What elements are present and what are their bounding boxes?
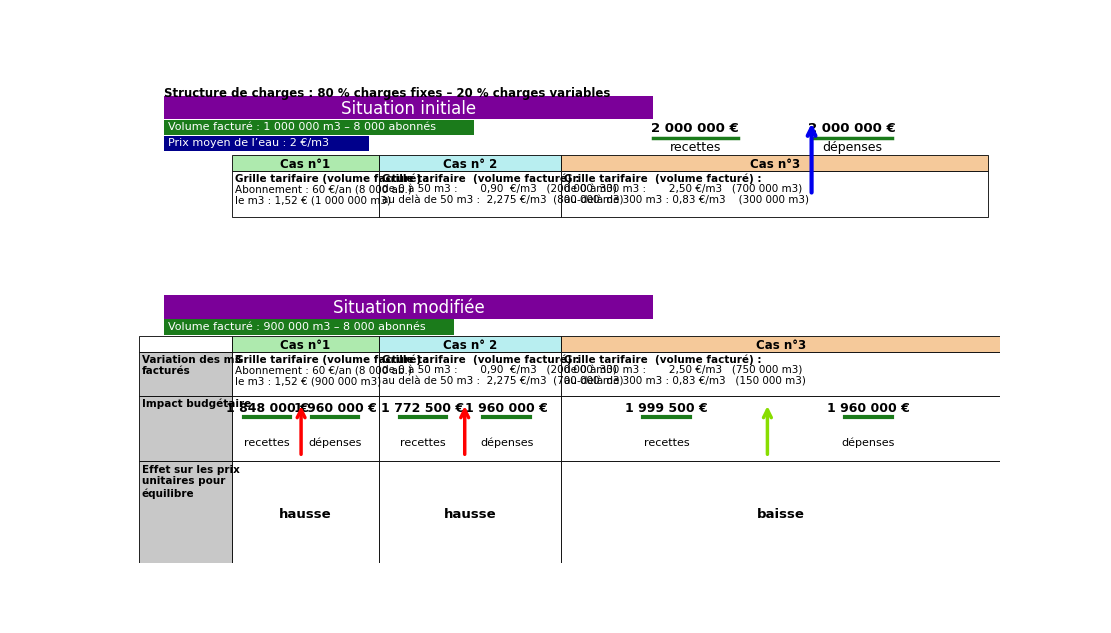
Bar <box>379 171 561 217</box>
Bar <box>139 351 232 396</box>
Text: Structure de charges : 80 % charges fixes – 20 % charges variables: Structure de charges : 80 % charges fixe… <box>163 87 610 100</box>
Text: 1 772 500 €: 1 772 500 € <box>381 402 464 415</box>
Bar <box>232 396 379 461</box>
Bar <box>232 155 379 171</box>
Bar <box>232 461 379 563</box>
Text: recettes: recettes <box>670 141 721 154</box>
Text: Volume facturé : 1 000 000 m3 – 8 000 abonnés: Volume facturé : 1 000 000 m3 – 8 000 ab… <box>168 122 436 132</box>
Text: Impact budgétaire: Impact budgétaire <box>142 399 251 409</box>
Bar <box>561 171 989 217</box>
Text: Abonnement : 60 €/an (8 000 ab.): Abonnement : 60 €/an (8 000 ab.) <box>234 365 412 375</box>
Text: le m3 : 1,52 € (900 000 m3): le m3 : 1,52 € (900 000 m3) <box>234 376 381 386</box>
Bar <box>232 351 379 396</box>
Text: baisse: baisse <box>757 508 804 520</box>
Text: dépenses: dépenses <box>842 438 895 448</box>
Bar <box>561 351 1000 396</box>
Text: Effet sur les prix
unitaires pour
équilibre: Effet sur les prix unitaires pour équili… <box>142 465 240 499</box>
Text: recettes: recettes <box>244 438 290 448</box>
Bar <box>561 336 1000 351</box>
Bar <box>379 351 561 396</box>
Text: Cas n°3: Cas n°3 <box>750 158 800 172</box>
Text: 1 960 000 €: 1 960 000 € <box>466 402 548 415</box>
Text: de 0 à 300 m3 :       2,50 €/m3   (750 000 m3): de 0 à 300 m3 : 2,50 €/m3 (750 000 m3) <box>564 365 803 375</box>
Bar <box>139 461 232 563</box>
Bar <box>163 296 653 318</box>
Text: Grille tarifaire (volume facturé) :: Grille tarifaire (volume facturé) : <box>234 354 429 365</box>
Text: Grille tarifaire  (volume facturé) :: Grille tarifaire (volume facturé) : <box>564 173 762 184</box>
Text: de 0 à 50 m3 :       0,90  €/m3   (200 000 m3): de 0 à 50 m3 : 0,90 €/m3 (200 000 m3) <box>382 185 617 194</box>
Text: au delà de 50 m3 :  2,275 €/m3  (700 000 m3): au delà de 50 m3 : 2,275 €/m3 (700 000 m… <box>382 376 623 386</box>
Text: 1 960 000 €: 1 960 000 € <box>293 402 377 415</box>
Text: Volume facturé : 900 000 m3 – 8 000 abonnés: Volume facturé : 900 000 m3 – 8 000 abon… <box>168 322 426 332</box>
Text: Cas n°1: Cas n°1 <box>280 339 331 353</box>
Text: Grille tarifaire (volume facturé) :: Grille tarifaire (volume facturé) : <box>234 173 429 184</box>
Text: 1 848 000 €: 1 848 000 € <box>226 402 309 415</box>
Bar <box>379 336 561 351</box>
Text: Prix moyen de l’eau : 2 €/m3: Prix moyen de l’eau : 2 €/m3 <box>168 139 329 148</box>
Bar <box>379 155 561 171</box>
Bar <box>561 396 1000 461</box>
Text: Cas n° 2: Cas n° 2 <box>443 339 498 353</box>
Bar <box>163 96 653 119</box>
Text: 1 960 000 €: 1 960 000 € <box>827 402 910 415</box>
Text: Cas n°1: Cas n°1 <box>280 158 331 172</box>
Text: 2 000 000 €: 2 000 000 € <box>808 122 895 135</box>
Bar <box>139 336 232 351</box>
Text: recettes: recettes <box>400 438 446 448</box>
Text: 2 000 000 €: 2 000 000 € <box>651 122 739 135</box>
Bar <box>232 336 379 351</box>
Text: le m3 : 1,52 € (1 000 000 m3): le m3 : 1,52 € (1 000 000 m3) <box>234 196 391 205</box>
Text: Grille tarifaire  (volume facturé) :: Grille tarifaire (volume facturé) : <box>382 173 580 184</box>
Text: hausse: hausse <box>444 508 497 520</box>
Bar <box>379 396 561 461</box>
Text: de 0 à 50 m3 :       0,90  €/m3   (200 000 m3): de 0 à 50 m3 : 0,90 €/m3 (200 000 m3) <box>382 365 617 375</box>
Bar <box>561 155 989 171</box>
Bar <box>379 461 561 563</box>
Bar <box>163 319 454 335</box>
Text: Variation des m3
facturés: Variation des m3 facturés <box>142 354 242 376</box>
Text: au-delà de 300 m3 : 0,83 €/m3    (300 000 m3): au-delà de 300 m3 : 0,83 €/m3 (300 000 m… <box>564 196 809 205</box>
Text: Situation initiale: Situation initiale <box>341 100 477 118</box>
Text: dépenses: dépenses <box>822 141 882 154</box>
Bar <box>139 396 232 461</box>
Text: Cas n°3: Cas n°3 <box>755 339 805 353</box>
Text: au-delà de 300 m3 : 0,83 €/m3   (150 000 m3): au-delà de 300 m3 : 0,83 €/m3 (150 000 m… <box>564 376 807 386</box>
Bar <box>561 461 1000 563</box>
Text: au delà de 50 m3 :  2,275 €/m3  (800 000 m3): au delà de 50 m3 : 2,275 €/m3 (800 000 m… <box>382 196 623 205</box>
Bar <box>163 136 369 151</box>
Text: Situation modifiée: Situation modifiée <box>332 299 484 317</box>
Text: Cas n° 2: Cas n° 2 <box>443 158 498 172</box>
Text: Grille tarifaire  (volume facturé) :: Grille tarifaire (volume facturé) : <box>382 354 580 365</box>
Text: hausse: hausse <box>279 508 332 520</box>
Text: recettes: recettes <box>643 438 689 448</box>
Text: dépenses: dépenses <box>480 438 533 448</box>
Bar <box>163 120 473 135</box>
Text: dépenses: dépenses <box>308 438 362 448</box>
Bar <box>232 171 379 217</box>
Text: 1 999 500 €: 1 999 500 € <box>625 402 708 415</box>
Text: Grille tarifaire  (volume facturé) :: Grille tarifaire (volume facturé) : <box>564 354 762 365</box>
Text: de 0 à 300 m3 :       2,50 €/m3   (700 000 m3): de 0 à 300 m3 : 2,50 €/m3 (700 000 m3) <box>564 185 802 194</box>
Text: Abonnement : 60 €/an (8 000 ab.): Abonnement : 60 €/an (8 000 ab.) <box>234 185 412 194</box>
